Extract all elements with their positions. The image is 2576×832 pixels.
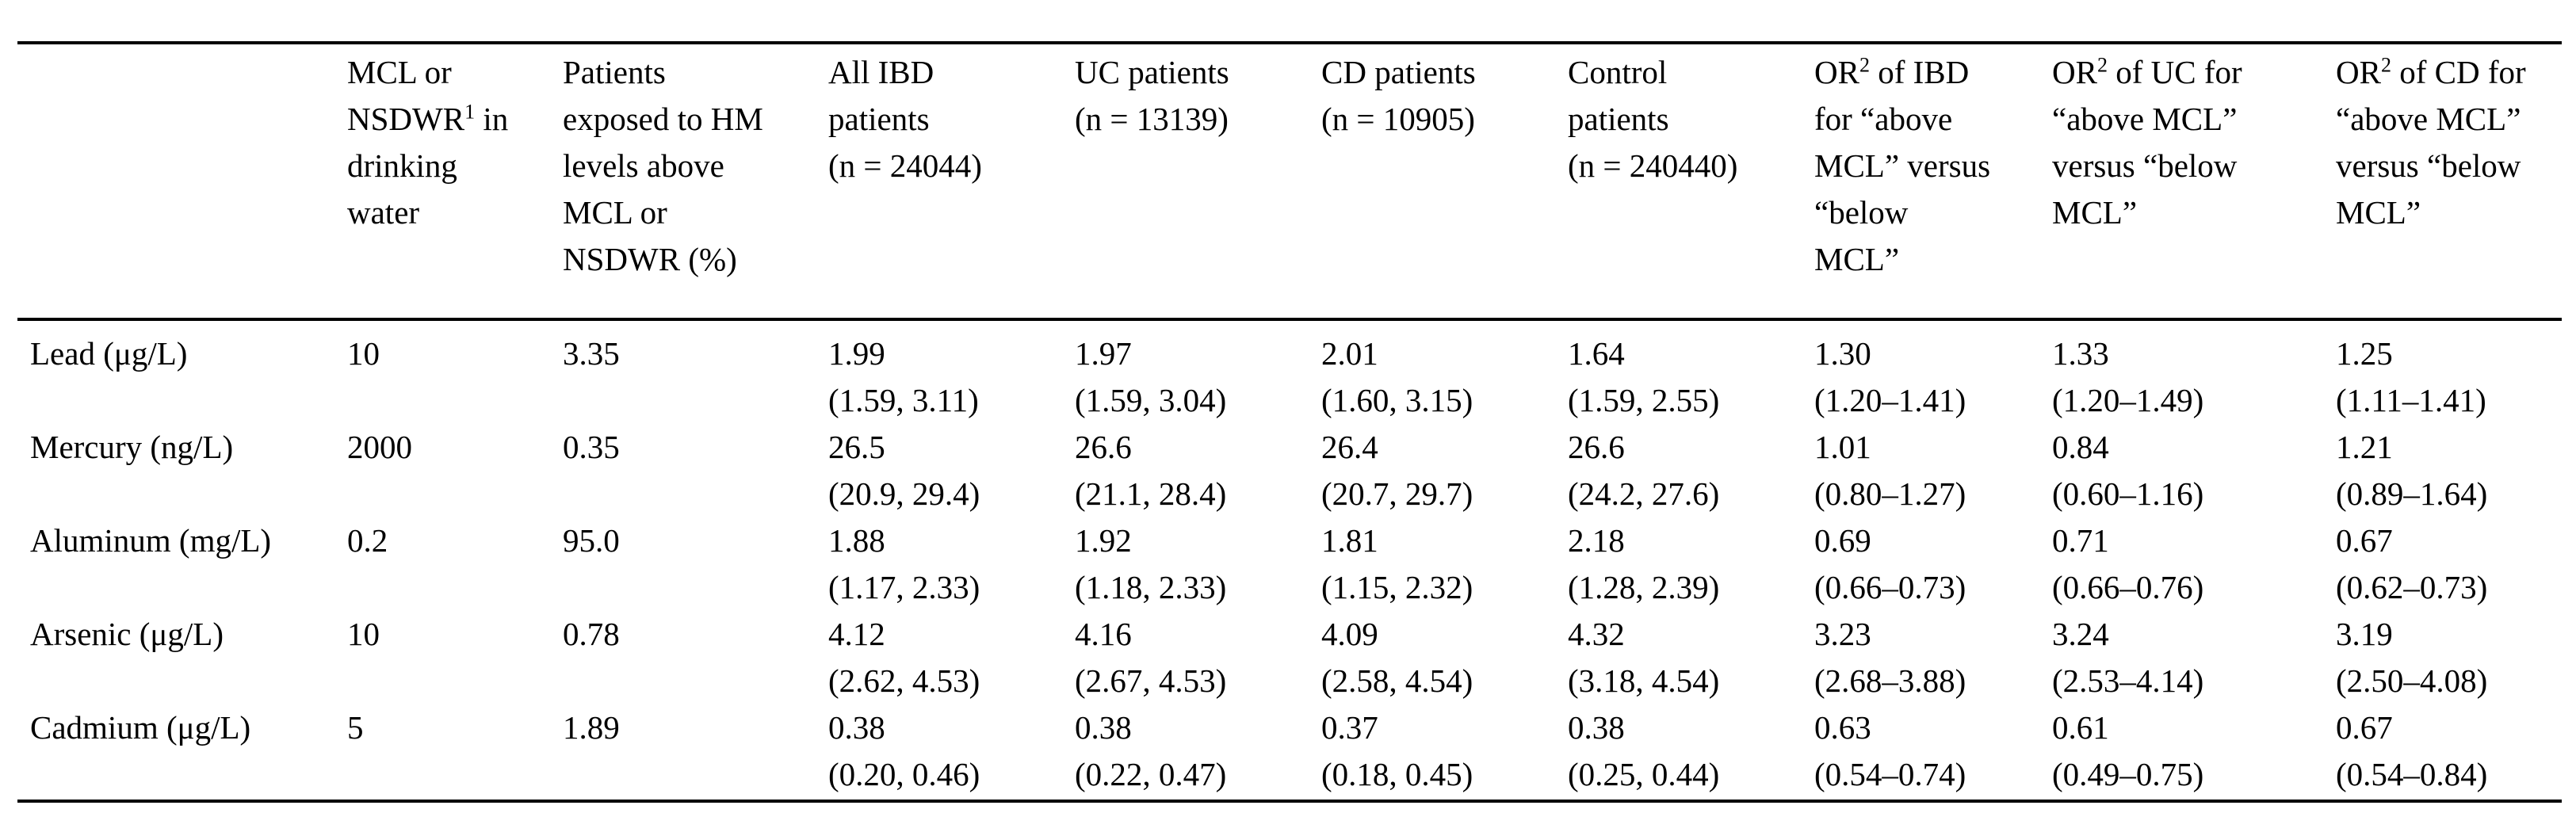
- control-cell: 1.64 (1.59, 2.55): [1568, 335, 1720, 418]
- control-cell: 2.18 (1.28, 2.39): [1568, 522, 1720, 605]
- metal-cell: Cadmium (μg/L): [30, 709, 251, 746]
- cd-cell: 26.4 (20.7, 29.7): [1321, 429, 1473, 512]
- exposed-cell: 3.35: [563, 335, 620, 372]
- cd-cell: 1.81 (1.15, 2.32): [1321, 522, 1473, 605]
- header-exposed: Patients exposed to HM levels above MCL …: [563, 54, 763, 277]
- footnote-marker-2: 2: [2096, 53, 2108, 77]
- uc-cell: 1.97 (1.59, 3.04): [1075, 335, 1227, 418]
- table-container: MCL or NSDWR1 in drinking water Patients…: [17, 41, 2562, 803]
- exposed-cell: 0.35: [563, 429, 620, 465]
- header-or-uc: OR2 of UC for “above MCL” versus “below …: [2052, 53, 2242, 231]
- header-metal: [17, 43, 334, 319]
- or-cd-cell: 3.19 (2.50–4.08): [2336, 616, 2488, 699]
- or-cd-cell: 0.67 (0.54–0.84): [2336, 709, 2488, 792]
- header-or-cd: OR2 of CD for “above MCL” versus “below …: [2336, 53, 2526, 231]
- ibd-cell: 1.88 (1.17, 2.33): [828, 522, 980, 605]
- header-row: MCL or NSDWR1 in drinking water Patients…: [17, 43, 2562, 319]
- control-cell: 26.6 (24.2, 27.6): [1568, 429, 1720, 512]
- or-ibd-cell: 0.63 (0.54–0.74): [1814, 709, 1966, 792]
- table-row: Arsenic (μg/L) 10 0.78 4.12 (2.62, 4.53) …: [17, 611, 2562, 704]
- mcl-cell: 10: [347, 616, 380, 652]
- control-cell: 0.38 (0.25, 0.44): [1568, 709, 1720, 792]
- or-cd-cell: 1.21 (0.89–1.64): [2336, 429, 2488, 512]
- exposed-cell: 95.0: [563, 522, 620, 559]
- ibd-cell: 0.38 (0.20, 0.46): [828, 709, 980, 792]
- ibd-cell: 4.12 (2.62, 4.53): [828, 616, 980, 699]
- header-all-ibd: All IBD patients (n = 24044): [828, 54, 982, 184]
- header-cd: CD patients (n = 10905): [1321, 54, 1476, 137]
- metal-cell: Arsenic (μg/L): [30, 616, 224, 652]
- cd-cell: 4.09 (2.58, 4.54): [1321, 616, 1473, 699]
- mcl-cell: 5: [347, 709, 364, 746]
- control-cell: 4.32 (3.18, 4.54): [1568, 616, 1720, 699]
- table-row: Cadmium (μg/L) 5 1.89 0.38 (0.20, 0.46) 0…: [17, 704, 2562, 801]
- uc-cell: 0.38 (0.22, 0.47): [1075, 709, 1227, 792]
- or-uc-cell: 0.61 (0.49–0.75): [2052, 709, 2204, 792]
- or-uc-cell: 0.84 (0.60–1.16): [2052, 429, 2204, 512]
- ibd-cell: 26.5 (20.9, 29.4): [828, 429, 980, 512]
- or-ibd-cell: 3.23 (2.68–3.88): [1814, 616, 1966, 699]
- header-or-ibd: OR2 of IBD for “above MCL” versus “below…: [1814, 53, 1991, 277]
- ibd-cell: 1.99 (1.59, 3.11): [828, 335, 979, 418]
- or-uc-cell: 3.24 (2.53–4.14): [2052, 616, 2204, 699]
- header-uc: UC patients (n = 13139): [1075, 54, 1229, 137]
- footnote-marker-1: 1: [464, 100, 476, 124]
- footnote-marker-2: 2: [1859, 53, 1870, 77]
- mcl-cell: 10: [347, 335, 380, 372]
- table-row: Mercury (ng/L) 2000 0.35 26.5 (20.9, 29.4…: [17, 424, 2562, 517]
- or-uc-cell: 0.71 (0.66–0.76): [2052, 522, 2204, 605]
- or-cd-cell: 1.25 (1.11–1.41): [2336, 335, 2486, 418]
- or-cd-cell: 0.67 (0.62–0.73): [2336, 522, 2488, 605]
- uc-cell: 26.6 (21.1, 28.4): [1075, 429, 1227, 512]
- heavy-metal-ibd-table: MCL or NSDWR1 in drinking water Patients…: [17, 41, 2562, 803]
- header-control: Control patients (n = 240440): [1568, 54, 1738, 184]
- metal-cell: Lead (μg/L): [30, 335, 188, 372]
- metal-cell: Aluminum (mg/L): [30, 522, 272, 559]
- exposed-cell: 0.78: [563, 616, 620, 652]
- exposed-cell: 1.89: [563, 709, 620, 746]
- or-ibd-cell: 1.01 (0.80–1.27): [1814, 429, 1966, 512]
- cd-cell: 2.01 (1.60, 3.15): [1321, 335, 1473, 418]
- uc-cell: 1.92 (1.18, 2.33): [1075, 522, 1227, 605]
- cd-cell: 0.37 (0.18, 0.45): [1321, 709, 1473, 792]
- mcl-cell: 2000: [347, 429, 412, 465]
- or-uc-cell: 1.33 (1.20–1.49): [2052, 335, 2204, 418]
- or-ibd-cell: 0.69 (0.66–0.73): [1814, 522, 1966, 605]
- or-ibd-cell: 1.30 (1.20–1.41): [1814, 335, 1966, 418]
- metal-cell: Mercury (ng/L): [30, 429, 234, 465]
- footnote-marker-2: 2: [2380, 53, 2391, 77]
- uc-cell: 4.16 (2.67, 4.53): [1075, 616, 1227, 699]
- table-row: Lead (μg/L) 10 3.35 1.99 (1.59, 3.11) 1.9…: [17, 319, 2562, 424]
- table-row: Aluminum (mg/L) 0.2 95.0 1.88 (1.17, 2.33…: [17, 517, 2562, 611]
- mcl-cell: 0.2: [347, 522, 388, 559]
- header-mcl: MCL or NSDWR1 in drinking water: [347, 54, 509, 231]
